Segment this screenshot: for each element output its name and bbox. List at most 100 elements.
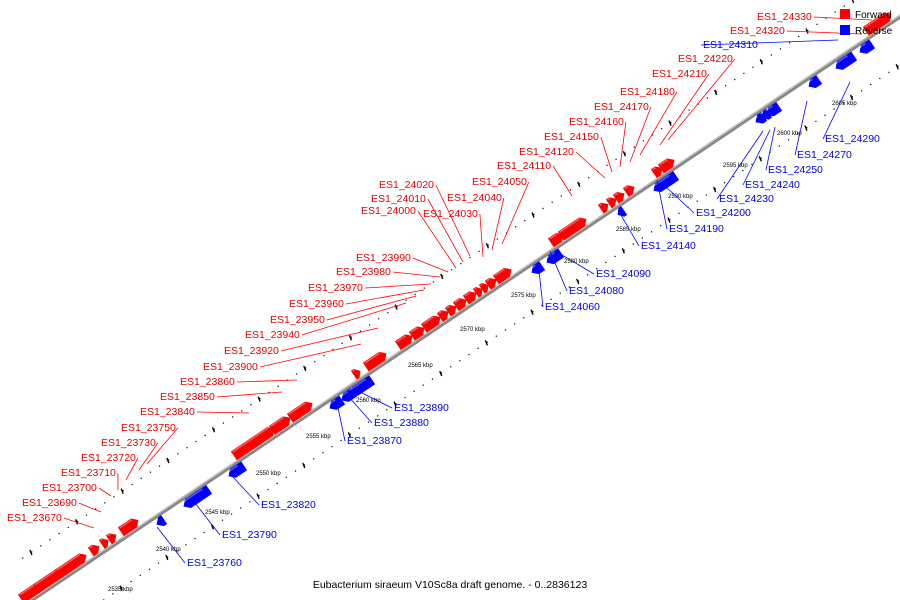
- tick-dot: [294, 470, 297, 472]
- forward-gene[interactable]: [54, 553, 87, 579]
- reverse-gene[interactable]: [182, 484, 213, 508]
- forward-gene[interactable]: [420, 315, 441, 333]
- forward-gene[interactable]: [286, 401, 313, 423]
- forward-gene[interactable]: [394, 334, 413, 351]
- reverse-gene[interactable]: [858, 39, 876, 54]
- tick-dot: [167, 556, 169, 558]
- forward-gene[interactable]: [612, 191, 625, 204]
- tick-dot: [606, 164, 608, 167]
- tick-dot: [478, 250, 480, 252]
- tick-dot: [788, 42, 791, 44]
- tick-dot: [843, 5, 845, 7]
- forward-gene[interactable]: [117, 518, 139, 537]
- forward-gene[interactable]: [492, 267, 512, 285]
- tick-dot: [725, 85, 727, 87]
- tick-dot: [295, 373, 298, 375]
- forward-gene[interactable]: [98, 538, 109, 549]
- major-tick: [210, 524, 215, 530]
- major-tick: [348, 335, 353, 341]
- tick-dot: [404, 396, 406, 399]
- forward-gene[interactable]: [657, 158, 675, 174]
- forward-gene-label: ES1_23700: [42, 482, 97, 494]
- tick-dot: [322, 452, 324, 454]
- major-tick: [347, 432, 352, 438]
- forward-leader: [138, 442, 159, 471]
- tick-dot: [541, 304, 543, 307]
- forward-gene[interactable]: [436, 310, 449, 322]
- forward-gene-label: ES1_24220: [678, 53, 733, 65]
- major-tick: [165, 554, 169, 561]
- forward-gene[interactable]: [478, 282, 489, 294]
- tick-dot: [323, 355, 325, 357]
- tick-dot: [377, 415, 379, 417]
- tick-dot: [340, 439, 342, 442]
- major-tick: [120, 488, 124, 494]
- tick-dot: [367, 421, 370, 423]
- forward-gene[interactable]: [622, 185, 635, 197]
- forward-gene[interactable]: [362, 351, 387, 372]
- forward-gene-label: ES1_23990: [356, 252, 411, 264]
- reverse-gene[interactable]: [657, 171, 680, 189]
- forward-gene[interactable]: [462, 291, 477, 305]
- tick-dot: [705, 194, 707, 196]
- tick-dot: [897, 65, 899, 67]
- tick-dot: [569, 189, 572, 191]
- forward-gene[interactable]: [350, 368, 361, 380]
- tick-dot: [422, 384, 424, 386]
- tick-dot: [696, 200, 698, 202]
- tick-dot: [414, 293, 416, 295]
- reverse-gene[interactable]: [754, 112, 768, 124]
- tick-dot: [742, 169, 744, 172]
- reverse-gene[interactable]: [807, 75, 823, 89]
- forward-leader: [259, 343, 362, 368]
- forward-gene[interactable]: [105, 533, 117, 545]
- forward-gene[interactable]: [862, 12, 892, 36]
- forward-gene[interactable]: [484, 277, 497, 290]
- tick-dot: [669, 218, 671, 221]
- gene-labels: ES1_24330 ES1_24320 ES1_24220 ES1_24210 ES1_…: [7, 11, 880, 569]
- forward-leader: [552, 165, 573, 197]
- tick-dot: [268, 391, 270, 394]
- reverse-leader: [156, 526, 186, 564]
- forward-gene[interactable]: [268, 416, 291, 435]
- tick-dot: [513, 323, 516, 325]
- tick-dot: [231, 416, 234, 418]
- tick-dot: [770, 54, 772, 56]
- kbp-label: 2545 kbp: [205, 510, 230, 516]
- forward-gene[interactable]: [597, 202, 609, 214]
- reverse-leader: [549, 250, 568, 292]
- tick-dot: [332, 348, 334, 351]
- reverse-leader: [656, 179, 668, 230]
- tick-dot: [21, 557, 24, 559]
- tick-dot: [341, 342, 343, 344]
- major-tick: [712, 186, 717, 193]
- forward-gene[interactable]: [650, 166, 663, 179]
- legend: Forward Reverse: [840, 9, 893, 37]
- forward-gene[interactable]: [444, 304, 457, 317]
- reverse-gene[interactable]: [349, 375, 376, 396]
- tick-dots: [21, 0, 899, 600]
- reverse-gene[interactable]: [765, 101, 783, 117]
- reverse-gene-label: ES1_24090: [596, 268, 651, 280]
- reverse-gene[interactable]: [328, 395, 346, 410]
- tick-dot: [432, 281, 435, 283]
- tick-dot: [806, 126, 808, 129]
- forward-gene[interactable]: [408, 326, 425, 341]
- forward-gene-label: ES1_24120: [519, 146, 574, 158]
- tick-dot: [542, 207, 544, 209]
- forward-gene-label: ES1_24150: [544, 131, 599, 143]
- forward-gene[interactable]: [87, 544, 100, 557]
- tick-dot: [386, 409, 388, 411]
- reverse-gene[interactable]: [834, 51, 858, 70]
- reverse-gene[interactable]: [155, 515, 168, 527]
- forward-gene[interactable]: [452, 298, 467, 312]
- forward-leader: [667, 58, 736, 141]
- forward-gene[interactable]: [557, 217, 587, 241]
- genes: [17, 12, 892, 600]
- reverse-gene[interactable]: [227, 461, 248, 478]
- forward-gene[interactable]: [605, 197, 617, 209]
- forward-gene[interactable]: [472, 287, 483, 298]
- reverse-gene[interactable]: [550, 248, 565, 261]
- major-tick: [849, 94, 854, 101]
- tick-dot: [249, 501, 251, 503]
